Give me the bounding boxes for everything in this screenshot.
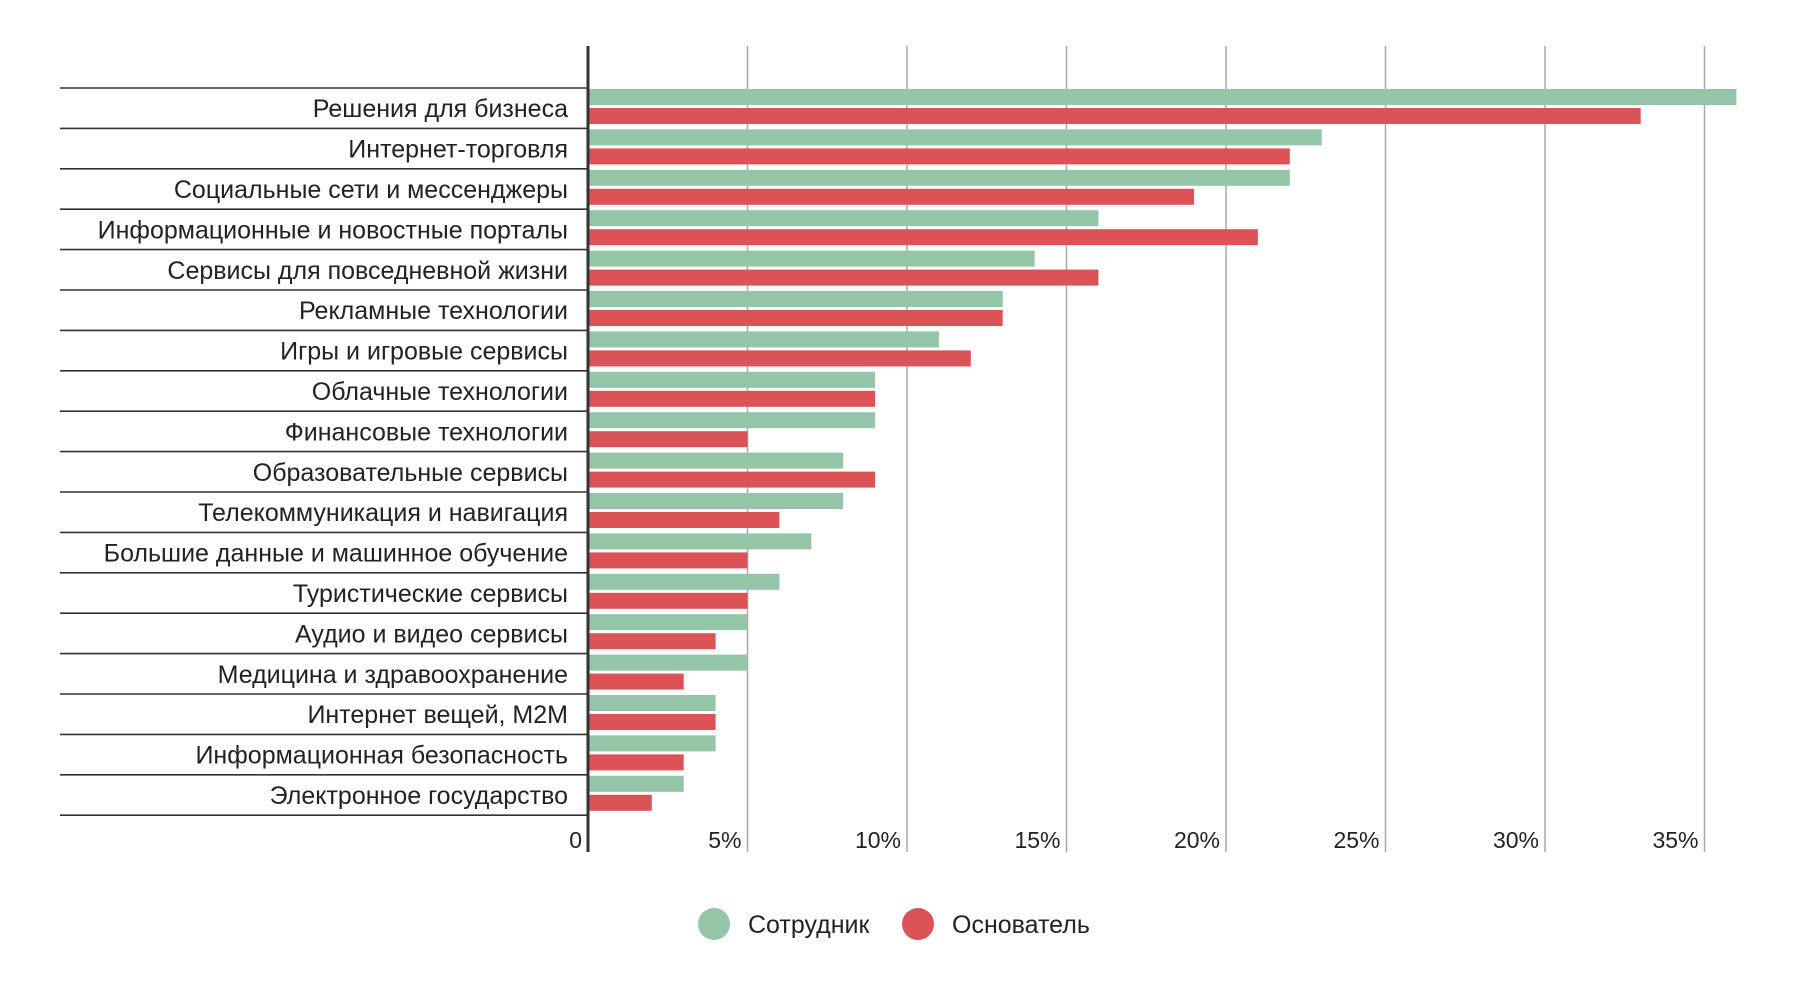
bar-founder bbox=[588, 229, 1258, 246]
category-label: Игры и игровые сервисы bbox=[280, 338, 568, 366]
bar-employee bbox=[588, 452, 844, 469]
bar-founder bbox=[588, 794, 652, 811]
bar-employee bbox=[588, 493, 844, 509]
bar-employee bbox=[588, 291, 1003, 307]
bar-founder bbox=[588, 148, 1290, 165]
category-labels: Решения для бизнеса Интернет-торговля Соци… bbox=[98, 95, 568, 810]
bar-employee bbox=[588, 533, 812, 550]
x-tick-label: 5% bbox=[708, 827, 741, 853]
category-label: Туристические сервисы bbox=[293, 580, 568, 608]
legend-marker-founder bbox=[902, 908, 934, 940]
bar-founder bbox=[588, 512, 780, 528]
category-label: Сервисы для повседневной жизни bbox=[167, 257, 568, 285]
category-label: Медицина и здравоохранение bbox=[218, 661, 568, 689]
bar-founder bbox=[588, 310, 1003, 326]
bar-employee bbox=[588, 331, 939, 348]
gridlines bbox=[746, 46, 1706, 852]
bar-founder bbox=[588, 592, 748, 609]
category-label: Социальные сети и мессенджеры bbox=[174, 176, 568, 204]
bar-employee bbox=[588, 169, 1290, 186]
legend-label-employee: Сотрудник bbox=[748, 911, 871, 939]
bar-employee bbox=[588, 210, 1099, 227]
bar-founder bbox=[588, 552, 748, 569]
bar-employee bbox=[588, 614, 748, 631]
bar-employee bbox=[588, 735, 716, 752]
bar-employee bbox=[588, 412, 876, 429]
category-label: Телекоммуникация и навигация bbox=[198, 499, 568, 527]
category-label: Облачные технологии bbox=[312, 378, 568, 406]
category-label: Финансовые технологии bbox=[285, 418, 568, 446]
category-label: Решения для бизнеса bbox=[313, 95, 568, 123]
x-tick-label: 10% bbox=[855, 827, 901, 853]
category-label: Образовательные сервисы bbox=[253, 459, 568, 487]
category-label: Большие данные и машинное обучение bbox=[104, 540, 568, 568]
category-label: Интернет вещей, M2M bbox=[307, 701, 568, 729]
bar-employee bbox=[588, 654, 748, 671]
bar-founder bbox=[588, 390, 876, 407]
category-label: Информационная безопасность bbox=[195, 742, 568, 770]
x-tick-label: 15% bbox=[1014, 827, 1060, 853]
bar-employee bbox=[588, 775, 684, 792]
bar-founder bbox=[588, 673, 684, 690]
x-axis-ticks: 0 5% 10% 15% 20% 25% 30% 35% bbox=[569, 827, 1698, 853]
bar-founder bbox=[588, 633, 716, 650]
category-label: Электронное государство bbox=[270, 782, 568, 810]
legend-marker-employee bbox=[698, 908, 730, 940]
x-tick-label: 25% bbox=[1333, 827, 1379, 853]
legend-label-founder: Основатель bbox=[952, 911, 1090, 939]
category-label: Аудио и видео сервисы bbox=[295, 620, 568, 648]
bar-founder bbox=[588, 108, 1641, 124]
category-label: Рекламные технологии bbox=[299, 297, 568, 325]
x-tick-label: 0 bbox=[569, 827, 582, 853]
category-separators bbox=[60, 87, 588, 817]
bar-founder bbox=[588, 350, 971, 367]
bars bbox=[588, 89, 1737, 811]
bar-employee bbox=[588, 371, 876, 388]
bar-employee bbox=[588, 129, 1322, 146]
bar-founder bbox=[588, 188, 1195, 205]
bar-founder bbox=[588, 269, 1099, 286]
bar-founder bbox=[588, 471, 876, 488]
bar-employee bbox=[588, 250, 1035, 267]
bar-founder bbox=[588, 431, 748, 448]
x-tick-label: 30% bbox=[1493, 827, 1539, 853]
category-label: Интернет-торговля bbox=[348, 136, 568, 164]
legend: Сотрудник Основатель bbox=[698, 908, 1090, 940]
bar-employee bbox=[588, 695, 716, 711]
category-label: Информационные и новостные порталы bbox=[98, 216, 568, 244]
bar-founder bbox=[588, 754, 684, 771]
x-tick-label: 35% bbox=[1652, 827, 1698, 853]
bar-employee bbox=[588, 573, 780, 590]
bar-founder bbox=[588, 714, 716, 730]
x-tick-label: 20% bbox=[1174, 827, 1220, 853]
bar-employee bbox=[588, 89, 1737, 105]
